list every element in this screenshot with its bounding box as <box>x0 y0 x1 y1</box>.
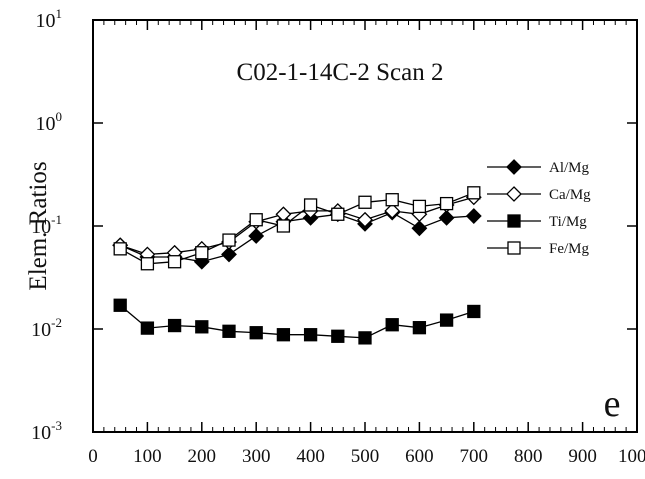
legend-marker-fe-mg <box>507 241 521 255</box>
legend-marker-ti-mg <box>507 214 521 228</box>
data-point-al-mg <box>465 208 482 224</box>
data-point-ti-mg <box>249 326 263 340</box>
x-tick-label: 300 <box>242 446 271 467</box>
data-point-fe-mg <box>303 198 318 212</box>
data-point-ti-mg <box>385 318 399 332</box>
x-tick-label: 500 <box>351 446 380 467</box>
legend-marker-ca-mg <box>506 186 522 202</box>
data-point-al-mg <box>221 246 237 263</box>
legend-marker-al-mg <box>506 159 522 175</box>
x-tick-label: 0 <box>88 446 98 467</box>
data-point-ti-mg <box>276 328 291 342</box>
data-point-ti-mg <box>222 324 236 338</box>
x-tick-label: 700 <box>460 446 489 467</box>
data-point-ti-mg <box>439 313 454 327</box>
data-point-fe-mg <box>331 207 345 221</box>
legend: Al/Mg Ca/Mg Ti/Mg Fe/Mg <box>487 159 591 257</box>
data-point-ti-mg <box>358 331 372 345</box>
data-point-al-mg <box>438 209 455 226</box>
data-point-al-mg <box>411 220 428 237</box>
data-point-ti-mg <box>331 329 345 343</box>
data-point-fe-mg <box>358 195 372 209</box>
y-axis-label: Elem. Ratios <box>25 161 52 290</box>
data-point-ca-mg <box>384 203 401 219</box>
data-point-fe-mg <box>276 219 291 233</box>
data-point-ti-mg <box>167 318 182 333</box>
x-tick-label: 900 <box>568 446 597 467</box>
legend-label-ti-mg: Ti/Mg <box>549 214 587 230</box>
x-tick-label: 200 <box>188 446 217 467</box>
legend-label-al-mg: Al/Mg <box>549 160 590 176</box>
data-point-fe-mg <box>222 233 236 247</box>
data-point-fe-mg <box>195 246 209 260</box>
data-point-fe-mg <box>412 199 427 214</box>
data-point-ti-mg <box>140 321 155 335</box>
data-point-fe-mg <box>249 213 263 227</box>
y-tick-label: 10-2 <box>31 315 62 341</box>
data-point-ti-mg <box>467 304 481 319</box>
y-tick-labels: 101 100 10-1 10-2 10-3 <box>31 6 62 444</box>
x-tick-label: 800 <box>514 446 543 467</box>
legend-label-fe-mg: Fe/Mg <box>549 241 590 257</box>
x-tick-labels: 0 100 200 300 400 500 600 700 800 900 1000 <box>88 446 645 467</box>
series-markers <box>112 186 482 345</box>
data-point-ca-mg <box>357 211 373 228</box>
data-point-ti-mg <box>303 328 318 342</box>
data-point-ti-mg <box>195 320 209 334</box>
legend-label-ca-mg: Ca/Mg <box>549 187 591 203</box>
y-tick-label: 101 <box>36 6 63 32</box>
panel-annotation: e <box>604 383 621 425</box>
x-tick-label: 400 <box>296 446 325 467</box>
data-point-ti-mg <box>412 321 427 335</box>
data-point-al-mg <box>248 228 265 244</box>
data-point-ti-mg <box>113 298 127 312</box>
data-point-fe-mg <box>113 242 127 256</box>
data-point-fe-mg <box>167 255 182 269</box>
y-tick-label: 100 <box>36 109 63 135</box>
x-tick-label: 1000 <box>618 446 645 467</box>
data-point-fe-mg <box>439 196 454 211</box>
data-point-fe-mg <box>140 257 155 271</box>
x-tick-label: 600 <box>405 446 434 467</box>
chart-title: C02-1-14C-2 Scan 2 <box>237 59 444 86</box>
x-tick-label: 100 <box>133 446 162 467</box>
data-point-fe-mg <box>467 186 481 200</box>
plot-frame <box>92 19 638 433</box>
data-point-fe-mg <box>385 193 399 207</box>
y-tick-label: 10-1 <box>31 212 62 238</box>
y-tick-label: 10-3 <box>31 418 62 444</box>
